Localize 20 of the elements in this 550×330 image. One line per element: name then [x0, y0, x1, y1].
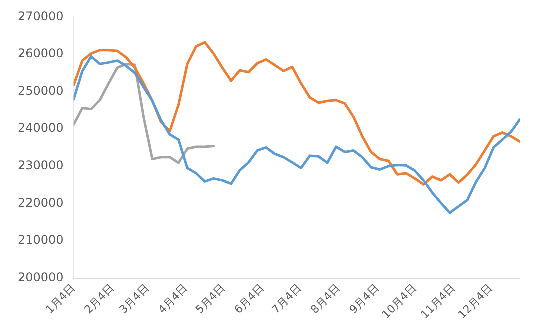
x-tick-label: 7月4日 [270, 282, 304, 317]
y-tick-label: 200000 [18, 270, 64, 284]
y-tick-label: 270000 [18, 9, 64, 24]
y-tick-label: 220000 [18, 196, 64, 210]
y-tick-label: 240000 [18, 121, 64, 136]
y-tick-label: 260000 [18, 46, 64, 61]
x-tick-label: 2月4日 [82, 282, 117, 317]
x-tick-label: 11月4日 [418, 282, 458, 322]
x-tick-label: 10月4日 [380, 282, 420, 322]
y-tick-label: 250000 [18, 84, 64, 98]
y-tick-label: 210000 [18, 233, 64, 248]
x-tick-label: 4月4日 [156, 282, 190, 317]
x-tick-label: 9月4日 [347, 282, 382, 317]
x-tick-label: 5月4日 [193, 282, 228, 317]
x-tick-label: 3月4日 [117, 282, 152, 317]
x-tick-label: 1月4日 [43, 282, 78, 317]
x-tick-label: 6月4日 [232, 282, 267, 317]
x-tick-label: 12月4日 [456, 282, 496, 322]
x-tick-label: 8月4日 [308, 282, 343, 317]
y-tick-label: 230000 [18, 158, 64, 173]
